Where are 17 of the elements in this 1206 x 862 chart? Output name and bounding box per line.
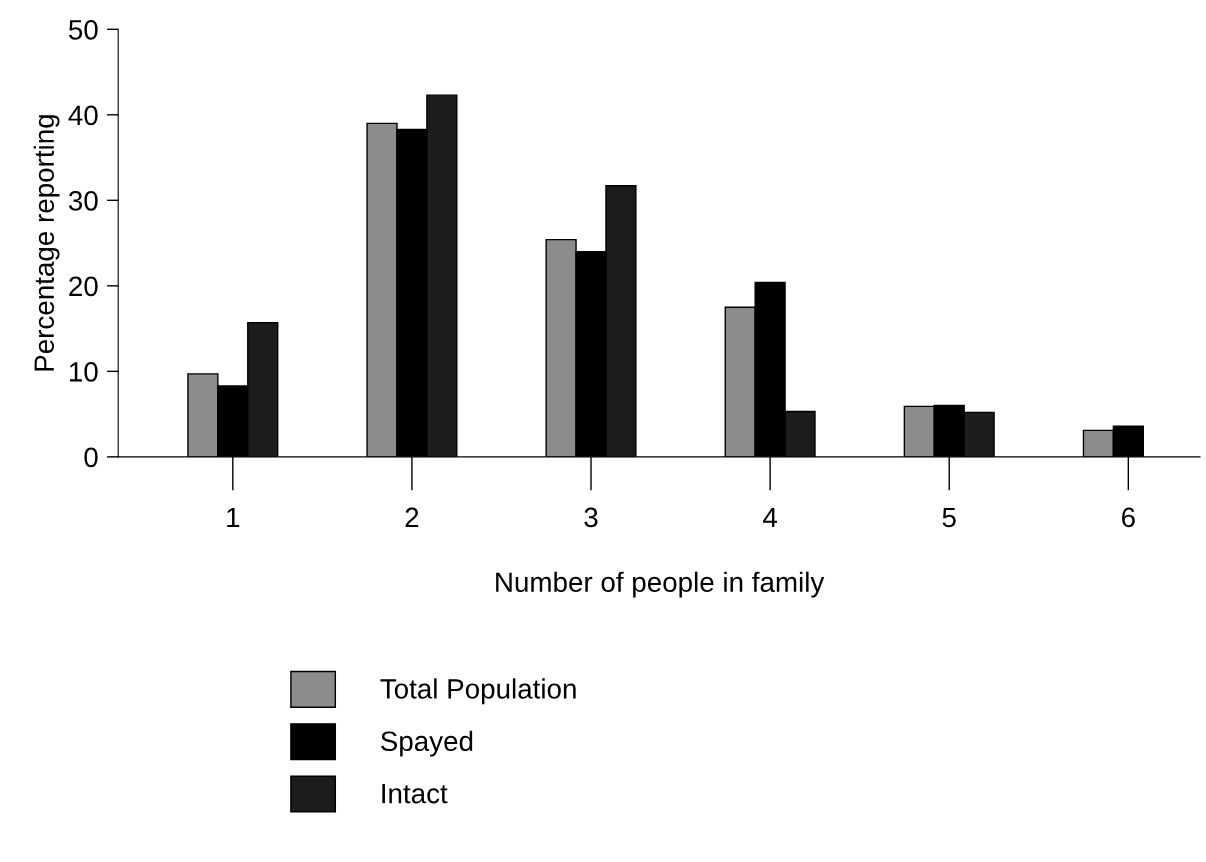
x-tick-label: 1 [227,507,240,527]
y-tick-label: 20 [69,276,98,297]
y-tick-label: 0 [84,447,98,468]
legend-label: Spayed [381,730,473,757]
x-tick-label: 4 [763,507,778,527]
x-axis-title: Number of people in family [496,571,825,598]
legend-label: Total Population [380,678,576,705]
y-tick-label: 50 [68,19,98,40]
x-tick-label: 5 [942,507,956,528]
x-tick-label: 2 [405,507,419,527]
y-tick-label: 40 [68,105,98,126]
x-tick-label: 6 [1122,507,1135,528]
y-tick-label: 10 [69,362,98,382]
y-axis-title: Percentage reporting [33,115,60,371]
legend-label: Intact [382,784,448,804]
y-tick-label: 30 [68,191,98,211]
x-tick-label: 3 [584,507,598,528]
